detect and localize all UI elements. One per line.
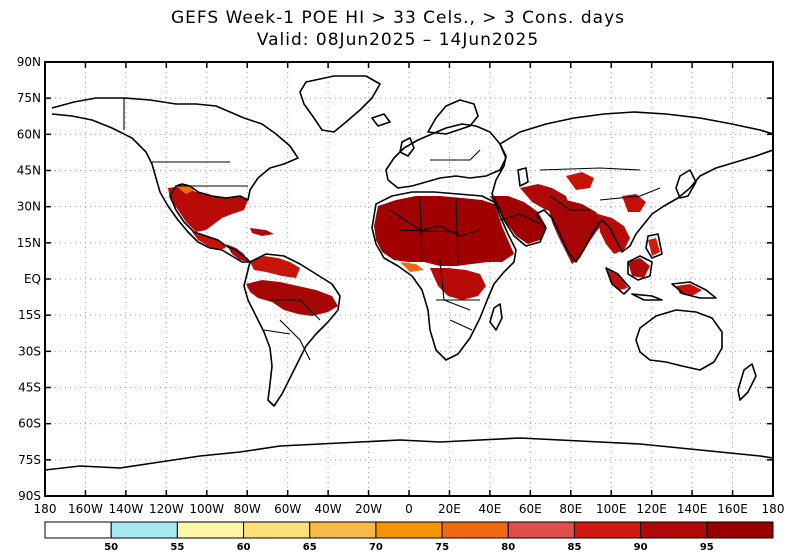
colorbar-bin: [375, 521, 443, 539]
colorbar-label: 55: [170, 542, 184, 553]
colorbar-label: 95: [700, 542, 714, 553]
colorbar-label: 90: [634, 542, 648, 553]
heat-region-borneo: [628, 258, 650, 278]
coast-antarctica: [45, 437, 773, 471]
heat-region-sumatra: [608, 270, 628, 290]
coast-africa: [371, 191, 517, 361]
axis-ticks: [44, 61, 774, 497]
lat-tick-label: 45S: [18, 381, 41, 395]
heat-region-central-africa: [430, 268, 486, 300]
coast-iceland: [371, 113, 391, 127]
coast-britain: [399, 137, 415, 157]
lat-tick-label: 15S: [18, 308, 41, 322]
colorbar-bin: [441, 521, 509, 539]
colorbar-label: 70: [369, 542, 383, 553]
heat-region-west-africa-coast: [400, 262, 424, 272]
heat-region-venezuela: [250, 256, 300, 278]
colorbar-bin: [507, 521, 575, 539]
heat-region-arabia: [490, 196, 546, 244]
colorbar-bin: [309, 521, 377, 539]
lon-tick-label: 120W: [149, 502, 184, 516]
colorbar: 50 55 60 65 70 75 80 85 90 95: [44, 521, 774, 553]
lon-tick-label: 100W: [189, 502, 224, 516]
lon-tick-label: 60W: [274, 502, 301, 516]
colorbar-label: 65: [303, 542, 317, 553]
heat-region-amazon: [246, 280, 338, 316]
coastlines: [45, 75, 773, 471]
country-borders: [123, 98, 661, 361]
lon-tick-label: 20W: [355, 502, 382, 516]
coast-madagascar: [489, 303, 503, 331]
colorbar-label: 80: [501, 542, 515, 553]
lat-tick-label: EQ: [24, 272, 41, 286]
lon-tick-label: 180: [762, 502, 785, 516]
colorbar-label: 85: [567, 542, 581, 553]
lat-tick-label: 75S: [18, 453, 41, 467]
coast-scandinavia: [427, 99, 479, 135]
map-background: [45, 62, 773, 496]
lon-tick-label: 140W: [108, 502, 143, 516]
lon-tick-label: 40E: [478, 502, 501, 516]
colorbar-bin: [176, 521, 245, 539]
heat-region-india: [548, 200, 604, 264]
colorbar-label: 60: [237, 542, 251, 553]
lon-tick-label: 60E: [519, 502, 542, 516]
lon-tick-label: 160W: [68, 502, 103, 516]
lon-tick-label: 160E: [717, 502, 748, 516]
colorbar-bin: [640, 521, 708, 539]
coast-australia: [635, 309, 723, 371]
heat-region-central-asia: [566, 172, 594, 190]
coast-asia: [491, 111, 773, 263]
colorbar-label: 50: [104, 542, 118, 553]
lon-tick-label: 20E: [438, 502, 461, 516]
coast-borneo: [627, 255, 653, 281]
map-title: GEFS Week-1 POE HI > 33 Cels., > 3 Cons.…: [170, 8, 625, 28]
lat-tick-label: 60N: [17, 127, 41, 141]
map-subtitle: Valid: 08Jun2025 – 14Jun2025: [256, 30, 540, 50]
lon-tick-label: 40W: [315, 502, 342, 516]
lat-tick-label: 75N: [17, 91, 41, 105]
lat-tick-label: 45N: [17, 164, 41, 178]
lon-tick-label: 80W: [234, 502, 261, 516]
lat-tick-label: 90S: [18, 489, 41, 503]
colorbar-bin: [110, 521, 178, 539]
lat-tick-label: 30N: [17, 200, 41, 214]
heat-region-mexico-south: [192, 232, 226, 250]
coast-new-guinea: [671, 281, 717, 299]
lon-tick-label: 100E: [596, 502, 627, 516]
coast-sumatra: [605, 267, 631, 295]
lat-tick-label: 60S: [18, 417, 41, 431]
heat-region-china-east: [622, 194, 646, 212]
lon-tick-label: 80E: [559, 502, 582, 516]
colorbar-bin: [44, 521, 112, 539]
lon-tick-label: 180: [34, 502, 57, 516]
coast-philippines: [645, 233, 663, 259]
coast-south-america: [243, 253, 341, 407]
coast-new-zealand: [737, 363, 757, 401]
coast-caspian: [517, 167, 529, 187]
heat-region-caribbean: [250, 228, 274, 236]
coast-north-america: [51, 97, 299, 263]
coast-greenland: [299, 75, 381, 133]
lat-tick-label: 90N: [17, 55, 41, 69]
colorbar-label: 75: [435, 542, 449, 553]
heat-region-north-africa: [374, 196, 514, 266]
lon-tick-label: 140E: [677, 502, 708, 516]
heat-region-philippines: [648, 238, 660, 256]
lat-tick-label: 30S: [18, 344, 41, 358]
colorbar-bin: [243, 521, 311, 539]
colorbar-bin: [573, 521, 642, 539]
latitude-labels: 90N 75N 60N 45N 30N 15N EQ 15S 30S 45S 60S 75S 90S: [17, 55, 41, 503]
coast-japan: [675, 169, 697, 199]
longitude-labels: 180 160W 140W 120W 100W 80W 60W 40W 20W 0 20E 40E 60…: [34, 502, 785, 516]
lon-tick-label: 0: [405, 502, 413, 516]
coast-java: [631, 293, 663, 301]
lat-tick-label: 15N: [17, 236, 41, 250]
lon-tick-label: 120E: [636, 502, 667, 516]
colorbar-bin: [706, 521, 774, 539]
